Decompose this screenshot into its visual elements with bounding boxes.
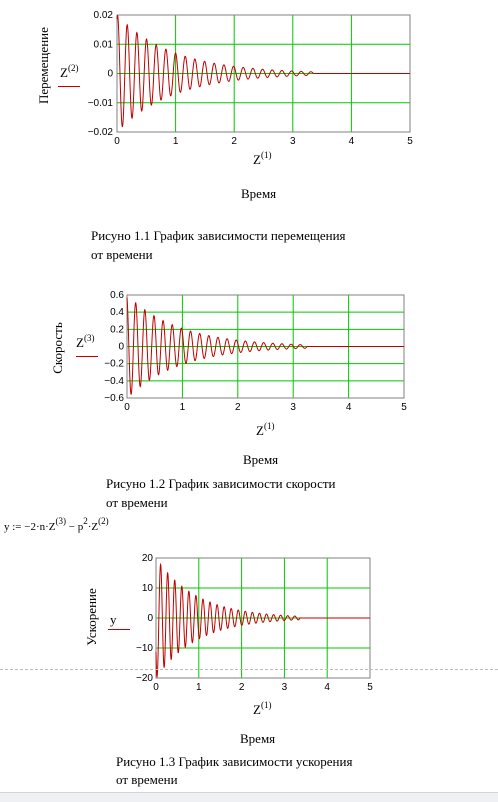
x-tick-label: 5 <box>367 682 373 693</box>
x-axis-title: Время <box>240 731 276 746</box>
x-tick-label: 5 <box>401 402 407 413</box>
x-axis-variable: Z(1) <box>253 700 272 717</box>
y-tick-label: 0 <box>118 342 124 353</box>
x-tick-label: 2 <box>235 402 241 413</box>
x-axis-variable: Z(1) <box>253 150 272 167</box>
y-tick-label: −0.4 <box>104 376 124 387</box>
acceleration-formula: y := −2·n·Z(3) − p2·Z(2) <box>4 516 109 533</box>
x-tick-label: 3 <box>290 402 296 413</box>
x-tick-label: 2 <box>239 682 245 693</box>
trace-marker <box>108 629 130 630</box>
x-tick-label: 1 <box>173 136 179 147</box>
trace-marker <box>76 356 98 357</box>
y-tick-label: 0.02 <box>94 10 114 21</box>
y-axis-label: Ускорение <box>84 588 99 646</box>
x-tick-label: 4 <box>346 402 352 413</box>
x-tick-label: 2 <box>231 136 237 147</box>
y-axis-label: Скорость <box>50 322 65 374</box>
figure-caption: Рисуно 1.2 График зависимости скорости о… <box>106 476 336 510</box>
trace-label: y <box>110 612 117 627</box>
page-break-line <box>0 669 498 670</box>
x-tick-label: 1 <box>196 682 202 693</box>
y-tick-label: 10 <box>142 583 154 594</box>
series-line <box>116 15 410 128</box>
x-tick-label: 4 <box>349 136 355 147</box>
y-axis-label: Перемещение <box>36 27 51 104</box>
y-tick-label: −0.02 <box>88 127 114 138</box>
x-axis-title: Время <box>241 186 277 201</box>
y-tick-label: 0 <box>147 613 153 624</box>
y-tick-label: 0.01 <box>94 39 114 50</box>
x-tick-label: 0 <box>124 402 130 413</box>
y-tick-label: 20 <box>142 553 154 564</box>
y-tick-label: −0.6 <box>104 393 124 404</box>
figure-caption: Рисуно 1.3 График зависимости ускорения … <box>116 754 353 787</box>
x-tick-label: 5 <box>407 136 413 147</box>
x-axis-variable: Z(1) <box>256 421 275 438</box>
series-line <box>126 297 404 395</box>
status-bar <box>0 792 498 802</box>
y-tick-label: −0.2 <box>104 359 124 370</box>
x-tick-label: 1 <box>180 402 186 413</box>
trace-label: Z(3) <box>76 333 95 350</box>
trace-marker <box>58 86 80 87</box>
x-tick-label: 0 <box>114 136 120 147</box>
trace-label: Z(2) <box>60 63 79 80</box>
y-tick-label: −20 <box>136 673 153 684</box>
x-tick-label: 3 <box>290 136 296 147</box>
y-tick-label: −0.01 <box>88 98 114 109</box>
x-tick-label: 4 <box>324 682 330 693</box>
y-tick-label: 0.6 <box>110 290 124 301</box>
figure-caption: Рисуно 1.1 График зависимости перемещени… <box>91 228 346 262</box>
y-tick-label: 0.2 <box>110 324 124 335</box>
y-tick-label: 0.4 <box>110 307 124 318</box>
x-tick-label: 3 <box>282 682 288 693</box>
x-axis-title: Время <box>243 452 279 467</box>
y-tick-label: −10 <box>136 643 153 654</box>
y-tick-label: 0 <box>107 69 113 80</box>
x-tick-label: 0 <box>153 682 159 693</box>
series-line <box>155 562 370 679</box>
